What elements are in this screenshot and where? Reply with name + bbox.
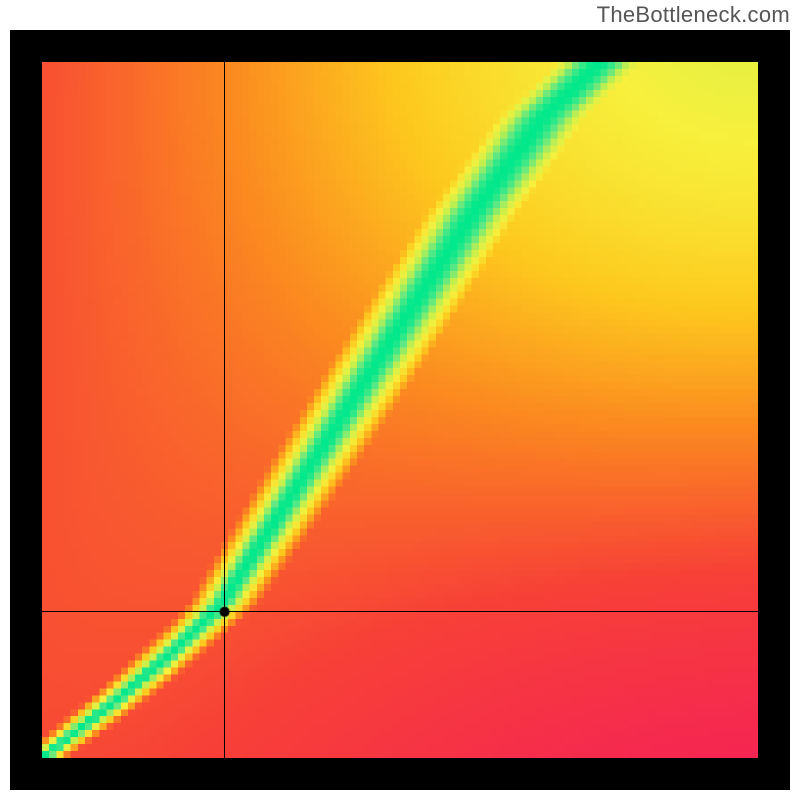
crosshair-marker <box>42 62 758 758</box>
attribution-text: TheBottleneck.com <box>597 2 790 28</box>
chart-container: TheBottleneck.com <box>0 0 800 800</box>
